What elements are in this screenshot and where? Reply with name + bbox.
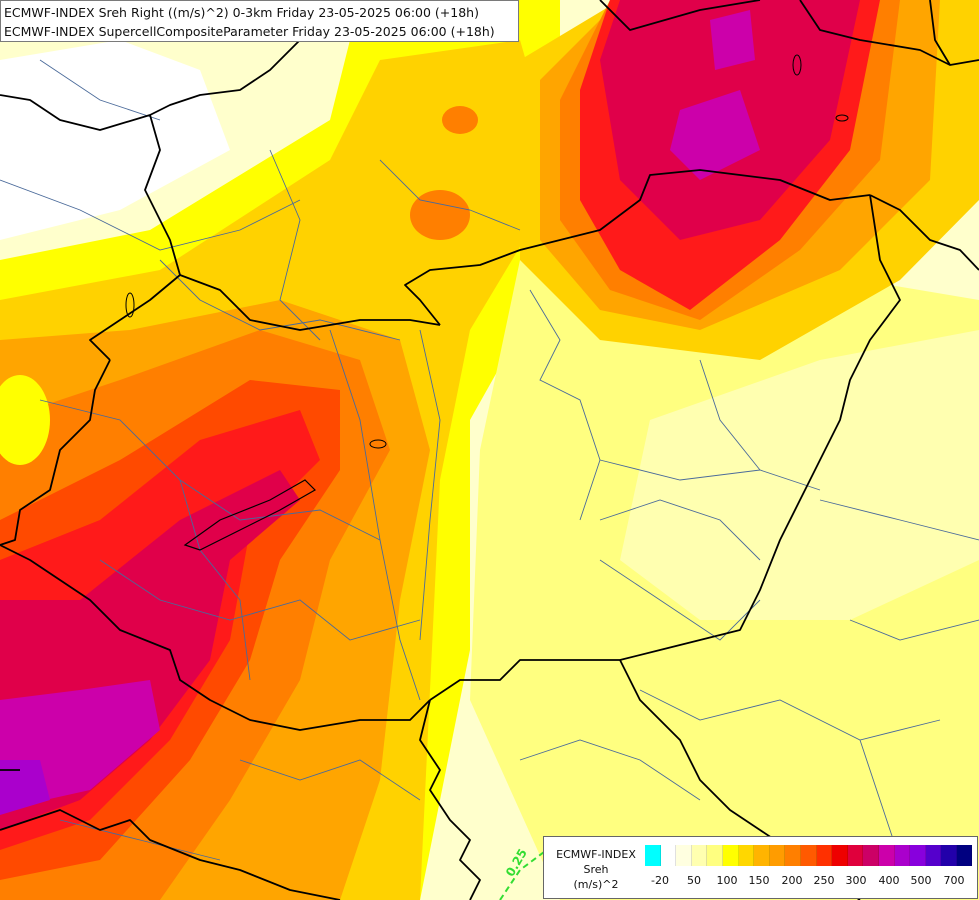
legend-color-bar bbox=[645, 845, 973, 866]
title-line-1: ECMWF-INDEX Sreh Right ((m/s)^2) 0-3km F… bbox=[4, 5, 479, 20]
legend-swatch bbox=[816, 845, 833, 866]
legend-title: ECMWF-INDEX Sreh (m/s)^2 bbox=[550, 847, 642, 892]
legend-tick-label: 200 bbox=[781, 874, 803, 887]
purple-zone-west bbox=[0, 760, 50, 815]
yellow-spot-west bbox=[0, 375, 50, 465]
lake-small-3 bbox=[835, 114, 849, 122]
legend-swatch bbox=[676, 845, 692, 866]
color-legend: ECMWF-INDEX Sreh (m/s)^2 -20 50 100 150 200 2… bbox=[543, 836, 978, 899]
orange-spot-2 bbox=[442, 106, 478, 134]
legend-title-line-1: ECMWF-INDEX bbox=[556, 848, 636, 861]
legend-tick-label: 300 bbox=[845, 874, 867, 887]
legend-title-line-3: (m/s)^2 bbox=[573, 878, 619, 891]
legend-tick-label: 150 bbox=[748, 874, 770, 887]
scp-contour-line bbox=[499, 839, 561, 900]
legend-swatch bbox=[863, 845, 879, 866]
title-line-2: ECMWF-INDEX SupercellCompositeParameter … bbox=[4, 24, 495, 39]
pale-zone-east bbox=[620, 330, 979, 620]
legend-tick-label: 500 bbox=[910, 874, 932, 887]
legend-swatch bbox=[660, 845, 677, 866]
legend-tick-label: -20 bbox=[651, 874, 669, 887]
legend-tick-labels: -20 50 100 150 200 250 300 400 500 700 bbox=[645, 874, 975, 888]
legend-swatch bbox=[754, 845, 770, 866]
legend-swatch bbox=[691, 845, 708, 866]
legend-title-line-2: Sreh bbox=[583, 863, 609, 876]
legend-swatch bbox=[878, 845, 895, 866]
legend-tick-label: 50 bbox=[687, 874, 701, 887]
legend-tick-label: 700 bbox=[943, 874, 965, 887]
lake-balaton bbox=[183, 479, 316, 551]
legend-swatch bbox=[941, 845, 957, 866]
legend-swatch bbox=[645, 845, 661, 866]
legend-swatch bbox=[832, 845, 848, 866]
legend-swatch bbox=[925, 845, 942, 866]
legend-swatch bbox=[800, 845, 817, 866]
legend-tick-label: 100 bbox=[716, 874, 738, 887]
legend-swatch bbox=[769, 845, 786, 866]
map-title-box: ECMWF-INDEX Sreh Right ((m/s)^2) 0-3km F… bbox=[0, 0, 519, 42]
region-lines bbox=[0, 59, 979, 861]
legend-swatch bbox=[722, 845, 739, 866]
legend-swatch bbox=[785, 845, 801, 866]
legend-swatch bbox=[707, 845, 723, 866]
legend-swatch bbox=[847, 845, 864, 866]
lake-small-4 bbox=[125, 292, 135, 318]
magenta-zone-northeast bbox=[670, 90, 760, 180]
lake-small-2 bbox=[792, 54, 802, 76]
pale-region-northwest bbox=[0, 40, 230, 240]
legend-swatch bbox=[894, 845, 911, 866]
legend-swatch bbox=[910, 845, 926, 866]
lake-small-1 bbox=[369, 439, 387, 449]
magenta-zone-northeast-2 bbox=[710, 10, 755, 70]
legend-swatch bbox=[956, 845, 973, 866]
legend-swatch bbox=[738, 845, 755, 866]
legend-tick-label: 250 bbox=[813, 874, 835, 887]
legend-tick-label: 400 bbox=[878, 874, 900, 887]
orange-spot-1 bbox=[410, 190, 470, 240]
